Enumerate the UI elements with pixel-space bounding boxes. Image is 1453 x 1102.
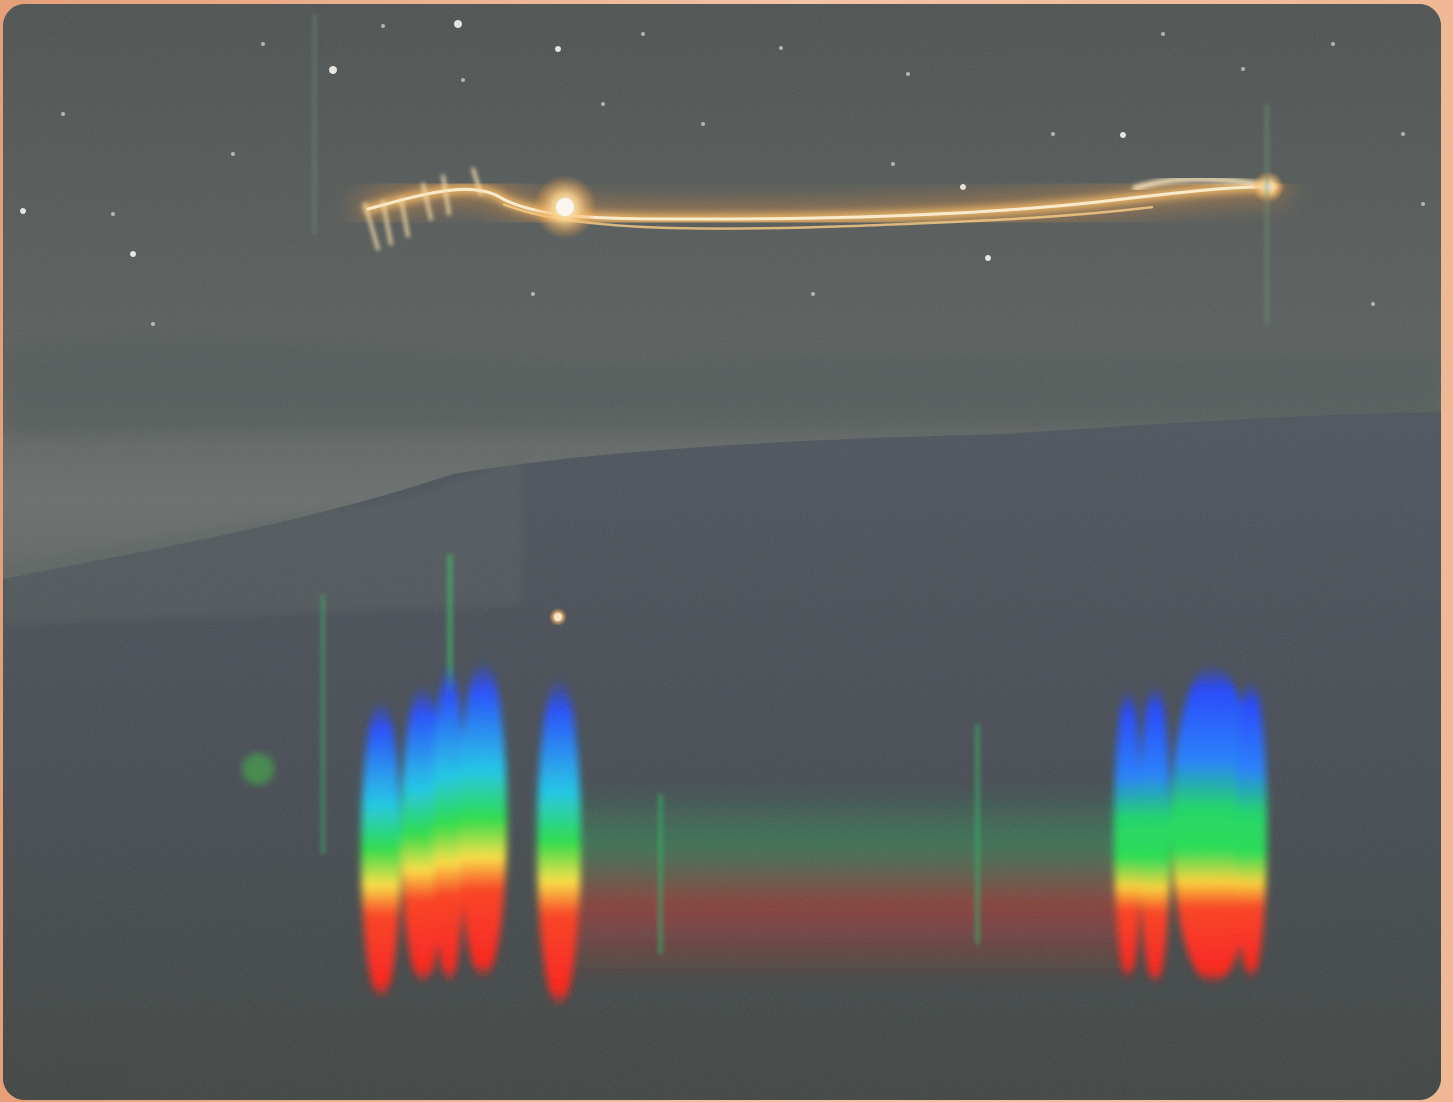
photo-scene	[3, 4, 1441, 1100]
grain-overlay	[3, 4, 1441, 1100]
night-photo	[3, 4, 1441, 1100]
